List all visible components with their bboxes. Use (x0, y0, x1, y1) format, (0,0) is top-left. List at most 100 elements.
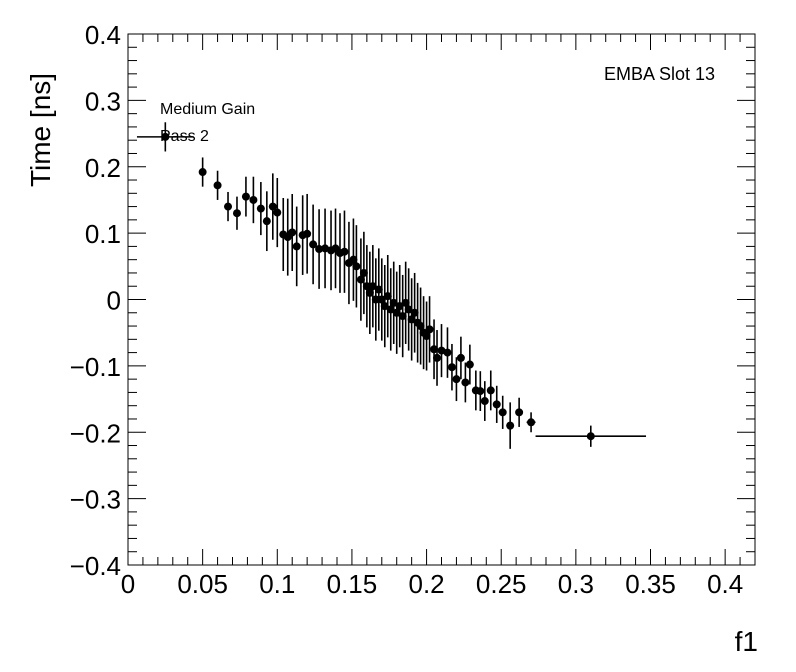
data-point (526, 412, 536, 433)
marker (443, 348, 452, 357)
data-point (407, 278, 416, 361)
marker (213, 181, 222, 190)
data-point (392, 271, 401, 354)
y-tick-label: −0.2 (70, 418, 121, 448)
data-point (492, 385, 501, 423)
marker (356, 275, 365, 284)
marker (586, 432, 595, 441)
data-point (368, 245, 377, 328)
data-point (535, 425, 647, 447)
y-tick-label: −0.1 (70, 352, 121, 382)
data-point (383, 255, 392, 338)
marker (224, 202, 233, 211)
data-point (365, 251, 374, 335)
data-point (461, 362, 470, 403)
marker (368, 282, 377, 291)
data-point (303, 193, 312, 274)
data-point (395, 264, 404, 348)
marker (498, 408, 507, 417)
marker (386, 305, 395, 314)
x-tick-label: 0.05 (177, 569, 228, 599)
marker (340, 247, 349, 256)
marker (198, 168, 207, 177)
x-tick-label: 0.3 (558, 569, 594, 599)
y-tick-label: −0.3 (70, 485, 121, 515)
data-point (447, 343, 456, 391)
data-point (410, 272, 419, 353)
marker (303, 229, 312, 238)
y-tick-label: −0.4 (70, 551, 121, 581)
y-tick-label: 0.2 (85, 153, 121, 183)
y-tick-label: 0.4 (85, 20, 121, 50)
data-point (404, 268, 413, 351)
data-point (331, 208, 340, 289)
data-point (416, 287, 425, 365)
marker (352, 262, 361, 271)
data-point (380, 264, 389, 348)
annotation-pass: Pass 2 (160, 128, 209, 145)
marker (256, 204, 265, 213)
data-point (241, 176, 250, 217)
data-point (456, 336, 465, 380)
data-point (315, 209, 324, 289)
data-point (430, 319, 439, 380)
marker (465, 360, 474, 369)
marker (456, 353, 465, 362)
marker (241, 192, 250, 201)
marker (309, 240, 318, 249)
marker (433, 353, 442, 362)
data-point (386, 268, 395, 351)
data-point (389, 261, 398, 344)
x-tick-label: 0.25 (476, 569, 527, 599)
marker (492, 400, 501, 409)
x-tick-label: 0.15 (327, 569, 378, 599)
marker (262, 217, 271, 226)
data-point (292, 206, 301, 287)
marker (359, 268, 368, 277)
marker (404, 305, 413, 314)
data-point (413, 282, 422, 363)
data-point (443, 327, 452, 378)
marker (447, 363, 456, 372)
data-point (213, 170, 222, 200)
marker (486, 386, 495, 395)
data-point (309, 204, 318, 285)
y-tick-label: 0.1 (85, 219, 121, 249)
data-point (268, 173, 277, 240)
data-point (283, 198, 292, 276)
data-point (232, 196, 241, 230)
data-point (515, 397, 524, 427)
marker (398, 312, 407, 321)
data-point (480, 381, 489, 421)
marker (461, 378, 470, 387)
data-point (486, 370, 495, 411)
marker (425, 325, 434, 334)
data-point (425, 296, 434, 363)
data-point (422, 301, 431, 371)
marker (371, 295, 380, 304)
data-point (374, 248, 383, 331)
marker (452, 375, 461, 384)
x-tick-label: 0.4 (707, 569, 743, 599)
marker (161, 132, 170, 141)
x-tick-label: 0 (121, 569, 135, 599)
x-tick-label: 0.1 (259, 569, 295, 599)
marker (362, 282, 371, 291)
data-point (377, 258, 386, 341)
data-points (136, 122, 647, 449)
marker (527, 418, 536, 427)
marker (349, 255, 358, 264)
marker (380, 302, 389, 311)
y-tick-label: 0.3 (85, 86, 121, 116)
marker (480, 397, 489, 406)
ticks (127, 33, 756, 566)
marker (515, 408, 524, 417)
data-point (356, 238, 365, 321)
marker (377, 295, 386, 304)
data-point (498, 395, 507, 429)
data-point (349, 218, 358, 301)
data-point (273, 178, 282, 248)
marker (389, 298, 398, 307)
data-point (401, 261, 410, 344)
